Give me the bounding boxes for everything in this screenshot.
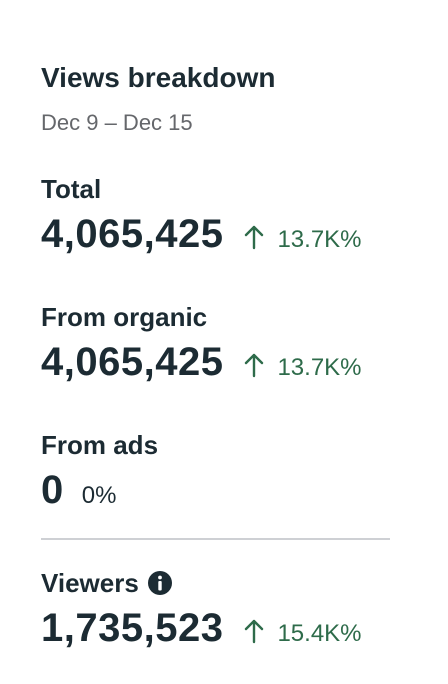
metric-row-total: 4,065,425 13.7K% [41,210,362,258]
change-value-total: 13.7K% [277,226,362,253]
arrow-up-icon [243,618,265,644]
change-indicator-total: 13.7K% [243,221,362,255]
metric-organic: From organic 4,065,425 13.7K% [41,300,362,386]
metric-label-total: Total [41,174,102,204]
info-icon[interactable] [147,570,173,596]
metric-label-viewers-row: Viewers [41,566,362,600]
metric-label-organic: From organic [41,302,208,332]
metric-row-organic: 4,065,425 13.7K% [41,338,362,386]
metric-value-total: 4,065,425 [41,212,224,256]
metric-value-viewers: 1,735,523 [41,606,224,650]
metric-value-organic: 4,065,425 [41,340,224,384]
change-indicator-viewers: 15.4K% [243,615,362,649]
section-divider [41,538,390,540]
panel-title: Views breakdown [41,62,276,93]
date-range: Dec 9 – Dec 15 [41,110,193,135]
metric-ads: From ads 0 0% [41,428,158,514]
metric-value-ads: 0 [41,468,64,512]
change-indicator-organic: 13.7K% [243,349,362,383]
arrow-up-icon [243,352,265,378]
change-value-organic: 13.7K% [277,354,362,381]
metric-label-ads: From ads [41,430,159,460]
change-value-ads: 0% [81,482,117,509]
metric-row-ads: 0 0% [41,466,158,514]
change-value-viewers: 15.4K% [277,620,362,647]
metric-label-viewers: Viewers [41,568,139,598]
metric-total: Total 4,065,425 13.7K% [41,172,362,258]
metric-row-viewers: 1,735,523 15.4K% [41,604,362,652]
metric-viewers: Viewers 1,735,523 15.4K% [41,566,362,652]
arrow-up-icon [243,224,265,250]
